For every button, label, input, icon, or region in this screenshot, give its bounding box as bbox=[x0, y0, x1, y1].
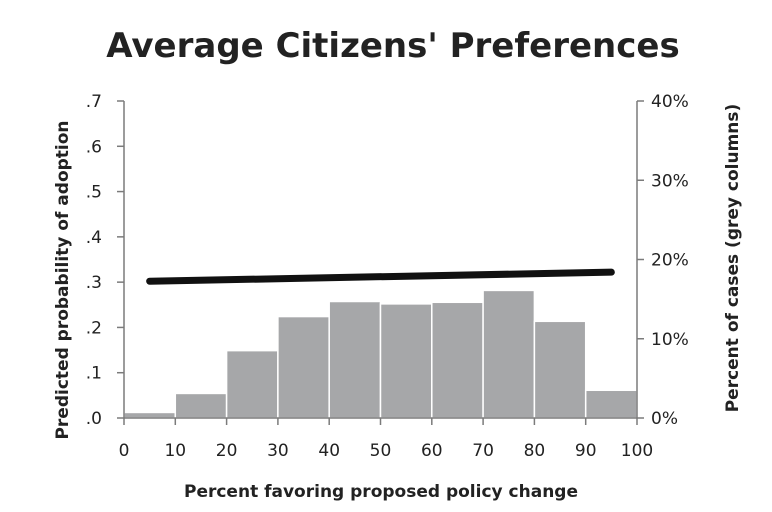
right-tick-label: 20% bbox=[651, 251, 689, 271]
right-axis-label: Percent of cases (grey columns) bbox=[723, 104, 743, 413]
left-tick-label: .4 bbox=[86, 228, 102, 248]
x-tick-label: 10 bbox=[164, 441, 186, 461]
x-tick-label: 30 bbox=[267, 441, 289, 461]
bar-60-70 bbox=[431, 301, 484, 419]
left-tick-label: .1 bbox=[86, 364, 102, 384]
right-tick-label: 10% bbox=[651, 330, 689, 350]
x-tick-label: 60 bbox=[421, 441, 443, 461]
chart-title: Average Citizens' Preferences bbox=[106, 26, 679, 66]
x-tick-label: 100 bbox=[621, 441, 653, 461]
x-tick-label: 90 bbox=[575, 441, 597, 461]
left-axis-label: Predicted probability of adoption bbox=[53, 120, 73, 439]
bar-40-50 bbox=[328, 300, 382, 419]
x-tick-label: 50 bbox=[370, 441, 392, 461]
left-tick-label: .5 bbox=[86, 183, 102, 203]
bar-50-60 bbox=[379, 303, 433, 419]
x-tick-label: 0 bbox=[119, 441, 130, 461]
bar-80-90 bbox=[533, 320, 587, 419]
right-tick-label: 0% bbox=[651, 409, 678, 429]
right-tick-label: 30% bbox=[651, 171, 689, 191]
line-layer bbox=[146, 268, 615, 285]
bar-0-10 bbox=[123, 411, 177, 419]
bar-90-100 bbox=[584, 389, 638, 419]
bar-20-30 bbox=[225, 349, 279, 419]
left-tick-label: .7 bbox=[86, 92, 102, 112]
axes-layer: .0 .1 .2 .3 .4 .5 .6 .7 0% 10% 20% 30% 40% 0 10 20 30 40 5… bbox=[86, 92, 689, 461]
x-axis-label: Percent favoring proposed policy change bbox=[184, 482, 578, 502]
left-tick-label: .2 bbox=[86, 318, 102, 338]
left-tick-label: .3 bbox=[86, 273, 102, 293]
bars-layer bbox=[123, 289, 638, 419]
x-tick-label: 80 bbox=[524, 441, 546, 461]
left-tick-label: .0 bbox=[86, 409, 102, 429]
left-tick-label: .6 bbox=[86, 137, 102, 157]
bar-10-20 bbox=[174, 392, 228, 419]
right-tick-label: 40% bbox=[651, 92, 689, 112]
bar-70-80 bbox=[482, 289, 536, 419]
x-tick-label: 20 bbox=[216, 441, 238, 461]
x-tick-label: 70 bbox=[472, 441, 494, 461]
bar-30-40 bbox=[277, 315, 330, 419]
predicted-probability-line bbox=[146, 268, 615, 285]
x-tick-label: 40 bbox=[318, 441, 340, 461]
